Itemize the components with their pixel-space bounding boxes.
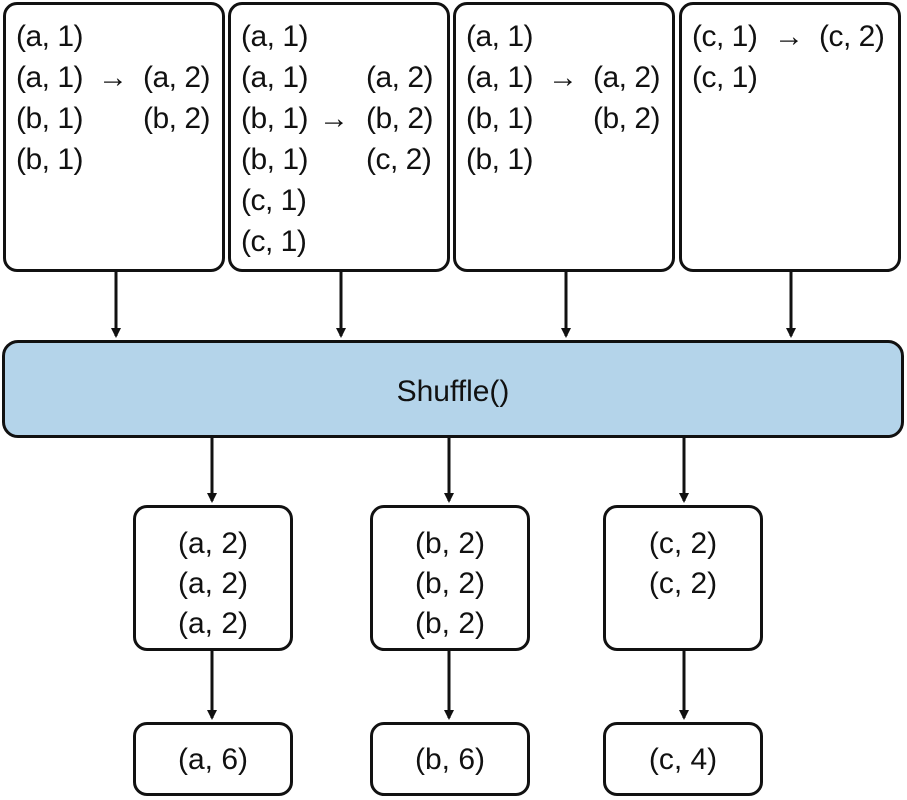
shuffle-stage: Shuffle() [2, 340, 904, 438]
map-box-1-row-2-arrow: → [98, 61, 128, 94]
map-box-4: (c, 1) → (c, 2) (c, 1) [679, 2, 901, 272]
map-box-3-row-2-arrow: → [548, 61, 578, 94]
map-box-1-row-1-left: (a, 1) [16, 20, 84, 53]
group-a-item-3: (a, 2) [177, 607, 249, 640]
map-box-3-row-2-right: (a, 2) [593, 61, 661, 94]
group-box-b: (b, 2) (b, 2) (b, 2) [370, 505, 530, 651]
map-box-4-row-2-left: (c, 1) [692, 61, 758, 94]
group-box-a: (a, 2) (a, 2) (a, 2) [133, 505, 293, 651]
map-box-3-row-1-left: (a, 1) [466, 20, 534, 53]
map-box-2-row-2-left: (a, 1) [241, 61, 309, 94]
group-c-item-1: (c, 2) [648, 527, 718, 560]
result-b: (b, 6) [414, 743, 486, 776]
map-box-2-row-6-left: (c, 1) [241, 225, 307, 258]
group-b-item-1: (b, 2) [414, 527, 486, 560]
map-box-3-row-2-left: (a, 1) [466, 61, 534, 94]
map-box-3: (a, 1) (a, 1) → (a, 2) (b, 1) (b, 2) (b,… [453, 2, 675, 272]
result-a: (a, 6) [177, 743, 249, 776]
map-box-2-row-2-right: (a, 2) [366, 61, 434, 94]
map-box-1-row-2-right: (a, 2) [143, 61, 211, 94]
map-box-1: (a, 1) (a, 1) → (a, 2) (b, 1) (b, 2) (b,… [3, 2, 225, 272]
map-box-2-row-3-arrow: → [319, 102, 349, 135]
map-box-3-row-3-left: (b, 1) [466, 102, 534, 135]
map-box-3-row-3-right: (b, 2) [593, 102, 661, 135]
map-box-2-row-5-left: (c, 1) [241, 184, 307, 217]
map-box-1-row-4-left: (b, 1) [16, 143, 84, 176]
group-a-item-2: (a, 2) [177, 567, 249, 600]
group-a-item-1: (a, 2) [177, 527, 249, 560]
shuffle-label: Shuffle() [396, 375, 510, 408]
map-box-4-row-1-left: (c, 1) [692, 20, 758, 53]
map-box-2-row-3-right: (b, 2) [366, 102, 434, 135]
map-box-2-row-1-left: (a, 1) [241, 20, 309, 53]
result-box-a: (a, 6) [133, 722, 293, 796]
result-box-b: (b, 6) [370, 722, 530, 796]
map-box-4-row-1-arrow: → [774, 20, 804, 53]
map-box-2-row-4-left: (b, 1) [241, 143, 309, 176]
map-box-1-row-3-left: (b, 1) [16, 102, 84, 135]
map-box-1-row-2-left: (a, 1) [16, 61, 84, 94]
map-box-2: (a, 1) (a, 1) (a, 2) (b, 1) → (b, 2) (b,… [228, 2, 450, 272]
map-box-2-row-4-right: (c, 2) [366, 143, 432, 176]
map-box-1-row-3-right: (b, 2) [143, 102, 211, 135]
map-box-2-row-3-left: (b, 1) [241, 102, 309, 135]
result-box-c: (c, 4) [603, 722, 763, 796]
map-box-4-row-1-right: (c, 2) [819, 20, 885, 53]
map-box-3-row-4-left: (b, 1) [466, 143, 534, 176]
group-box-c: (c, 2) (c, 2) [603, 505, 763, 651]
result-c: (c, 4) [648, 743, 718, 776]
group-b-item-3: (b, 2) [414, 607, 486, 640]
group-b-item-2: (b, 2) [414, 567, 486, 600]
group-c-item-2: (c, 2) [648, 567, 718, 600]
